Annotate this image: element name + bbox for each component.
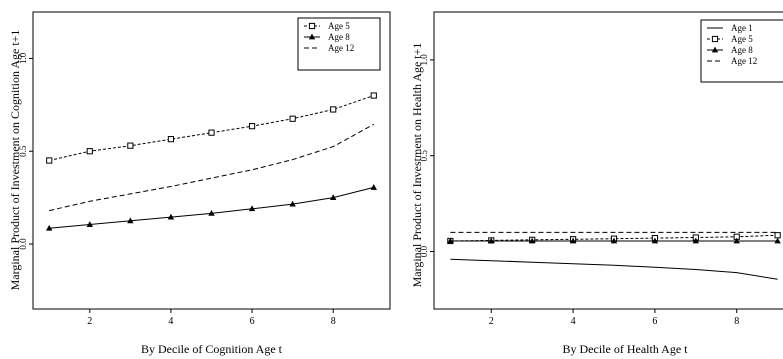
y-tick-label: 0.5 <box>419 150 429 162</box>
series-line-age-12 <box>49 123 375 212</box>
plot-frame <box>32 11 391 310</box>
health-chart: 2 4 6 8 0.0 0.5 1.0 By Decile of Health Age t… <box>410 11 783 356</box>
data-point <box>651 237 659 244</box>
x-tick-label: 2 <box>87 316 92 327</box>
data-point <box>289 115 296 122</box>
series-line-age-1 <box>450 258 778 280</box>
y-axis-label: Marginal Product of Investment on Cognit… <box>8 30 22 291</box>
data-point <box>733 237 740 244</box>
data-point <box>447 237 454 244</box>
cognition-chart: 2 4 6 8 0.0 0.5 1.0 By Decile of Cognition Ag… <box>8 11 391 356</box>
y-tick-label: 0.0 <box>419 245 429 257</box>
series-layer <box>46 92 377 231</box>
plot-frame <box>433 11 783 310</box>
x-tick-label: 6 <box>250 316 255 327</box>
data-point <box>289 200 296 207</box>
data-point <box>248 205 256 212</box>
y-axis: 0.0 0.5 1.0 <box>18 52 33 250</box>
legend-marker <box>308 22 316 30</box>
data-point <box>46 224 53 231</box>
y-tick-label: 1.0 <box>18 52 28 64</box>
data-point <box>330 106 337 113</box>
legend-label: Age 1 <box>731 23 753 33</box>
x-tick-label: 4 <box>571 316 576 327</box>
legend-label: Age 8 <box>328 32 350 42</box>
x-axis: 2 4 6 8 <box>489 309 739 327</box>
x-tick-label: 2 <box>489 316 494 327</box>
legend-label: Age 5 <box>328 21 350 31</box>
data-point <box>46 157 53 164</box>
series-line-age-5 <box>450 234 778 242</box>
data-point <box>610 237 618 244</box>
legend-label: Age 8 <box>731 45 753 55</box>
data-point <box>86 221 93 227</box>
data-point <box>370 184 377 190</box>
data-point <box>330 194 337 201</box>
y-axis-label: Marginal Product of Investment on Health… <box>410 43 424 288</box>
data-point <box>692 237 700 244</box>
x-tick-label: 8 <box>331 316 336 327</box>
legend-label: Age 5 <box>731 34 753 44</box>
y-tick-label: 0.0 <box>18 238 28 250</box>
data-point <box>569 237 577 244</box>
x-axis-label: By Decile of Cognition Age t <box>141 342 283 356</box>
legend-label: Age 12 <box>328 43 354 53</box>
data-point <box>528 237 536 244</box>
data-point <box>208 129 215 136</box>
data-point <box>774 237 781 244</box>
y-tick-label: 0.5 <box>18 145 28 157</box>
x-tick-label: 4 <box>168 316 173 327</box>
series-line-age-8 <box>49 186 374 229</box>
y-axis: 0.0 0.5 1.0 <box>419 54 434 257</box>
data-point <box>167 213 175 220</box>
data-point <box>248 123 256 130</box>
series-layer <box>447 231 781 280</box>
x-axis: 2 4 6 8 <box>87 309 336 327</box>
x-tick-label: 8 <box>734 316 739 327</box>
legend-label: Age 12 <box>731 56 757 66</box>
data-point <box>127 142 134 149</box>
data-point <box>370 92 377 99</box>
data-point <box>488 237 495 244</box>
y-tick-label: 1.0 <box>419 54 429 66</box>
data-point <box>208 210 215 216</box>
data-point <box>127 217 134 224</box>
series-line-age-5 <box>49 95 374 161</box>
data-point <box>774 232 781 239</box>
legend-marker <box>711 46 719 53</box>
data-point <box>167 136 175 143</box>
data-point <box>86 148 93 155</box>
x-tick-label: 6 <box>652 316 657 327</box>
legend-marker <box>308 33 316 40</box>
legend-marker <box>711 35 719 43</box>
x-axis-label: By Decile of Health Age t <box>563 342 689 356</box>
